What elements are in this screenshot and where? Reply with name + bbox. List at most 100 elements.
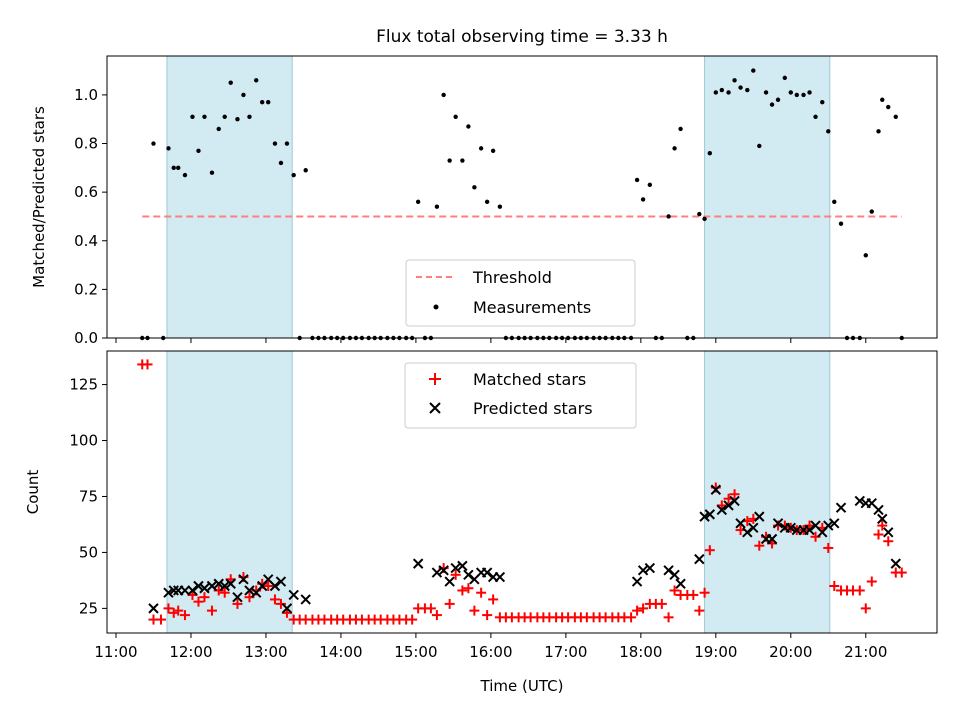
bottom-y-tick-label: 125: [69, 376, 98, 394]
predicted-star-point: [785, 522, 797, 534]
bottom-x-tick-label: 15:00: [394, 643, 437, 661]
predicted-star-point: [412, 558, 424, 569]
matched-star-point: [173, 605, 184, 616]
matched-star-point: [823, 542, 834, 553]
matched-star-point: [488, 594, 499, 605]
matched-star-point: [632, 605, 643, 616]
measurement-point: [466, 124, 471, 129]
measurement-point: [788, 90, 793, 95]
predicted-star-point: [275, 576, 287, 587]
predicted-star-point: [193, 580, 204, 592]
measurement-point: [284, 141, 290, 146]
top-y-tick-label: 0.6: [74, 183, 98, 201]
bottom-x-tick-label: 21:00: [844, 643, 887, 661]
matched-star-point: [860, 603, 871, 614]
measurement-point: [202, 114, 207, 119]
measurement-point: [672, 146, 677, 151]
predicted-star-point: [457, 560, 468, 572]
predicted-star-point: [663, 565, 674, 576]
measurement-point: [732, 78, 737, 83]
matched-star-point: [269, 594, 280, 605]
predicted-star-point: [877, 513, 888, 525]
matched-star-point: [688, 589, 699, 600]
top-y-axis-label: Matched/Predicted stars: [30, 106, 48, 288]
predicted-star-point: [754, 511, 765, 522]
matched-star-point: [425, 603, 436, 614]
predicted-star-point: [694, 553, 705, 565]
predicted-star-point: [438, 565, 449, 576]
predicted-star-point: [873, 504, 884, 516]
matched-star-point: [704, 545, 715, 556]
predicted-star-point: [644, 562, 656, 574]
predicted-star-point: [729, 495, 740, 507]
measurement-point: [460, 158, 465, 163]
measurement-point: [738, 85, 743, 90]
predicted-star-point: [631, 576, 643, 587]
measurement-point: [647, 182, 653, 188]
measurement-point: [478, 146, 484, 151]
measurement-point: [254, 78, 259, 83]
measurement-point: [484, 199, 490, 205]
matched-star-point: [457, 585, 468, 596]
predicted-star-point: [187, 585, 198, 596]
measurement-point: [176, 165, 181, 171]
predicted-star-point: [206, 580, 218, 592]
legend-threshold-label: Threshold: [472, 268, 552, 287]
matched-star-point: [193, 596, 204, 607]
predicted-star-point: [225, 578, 236, 589]
matched-star-point: [854, 585, 865, 596]
measurement-point: [794, 92, 799, 98]
bottom-y-tick-label: 75: [79, 487, 98, 505]
measurement-point: [726, 90, 731, 95]
measurement-point: [260, 99, 265, 105]
measurement-point: [678, 126, 683, 132]
measurement-point: [751, 68, 756, 73]
predicted-star-point: [288, 589, 299, 601]
measurement-point: [434, 204, 440, 209]
measurement-point: [216, 126, 221, 132]
observing-window-2: [704, 55, 831, 339]
observing-window-1: [166, 55, 293, 339]
measurement-point: [820, 99, 825, 105]
bottom-x-tick-label: 19:00: [694, 643, 737, 661]
measurement-point: [886, 104, 891, 110]
top-panel: 0.0 0.2 0.4 0.6 0.8 1.0 Matched/Predicted sta…: [30, 55, 938, 347]
measurement-point: [278, 160, 284, 166]
legend-predicted-swatch: [429, 402, 441, 414]
measurement-point: [713, 90, 719, 95]
measurement-point: [763, 90, 769, 95]
predicted-star-point: [748, 522, 759, 534]
matched-star-points: [137, 359, 907, 625]
predicted-star-point: [835, 502, 847, 513]
top-y-tick-label: 0.8: [74, 135, 98, 153]
measurement-point: [634, 177, 640, 183]
predicted-star-point: [723, 500, 734, 511]
bottom-panel: 25 50 75 100 125 11:00 12:00 13:00 14:00 15:00 16…: [24, 350, 938, 695]
bottom-y-tick-label: 50: [79, 543, 98, 561]
bottom-legend-box: [404, 362, 637, 429]
matched-star-point: [199, 592, 210, 603]
predicted-star-point: [219, 580, 230, 592]
predicted-star-point: [716, 504, 728, 516]
bottom-x-tick-label: 12:00: [169, 643, 212, 661]
measurement-point: [247, 114, 252, 119]
measurement-point: [863, 253, 868, 258]
measurement-point: [415, 199, 421, 205]
predicted-star-point: [481, 567, 493, 578]
predicted-star-point: [494, 571, 506, 583]
bottom-x-tick-label: 20:00: [769, 643, 812, 661]
top-legend-box: [405, 259, 636, 327]
measurement-point: [190, 114, 195, 119]
matched-star-point: [873, 529, 884, 540]
measurement-point: [166, 146, 171, 151]
predicted-star-point: [238, 574, 249, 585]
matched-star-point: [232, 598, 243, 609]
measurement-point: [876, 129, 881, 134]
measurement-point: [697, 211, 702, 217]
measurement-point: [745, 87, 750, 93]
measurement-point: [266, 99, 271, 105]
predicted-star-point: [637, 565, 649, 576]
predicted-star-point: [735, 518, 746, 529]
